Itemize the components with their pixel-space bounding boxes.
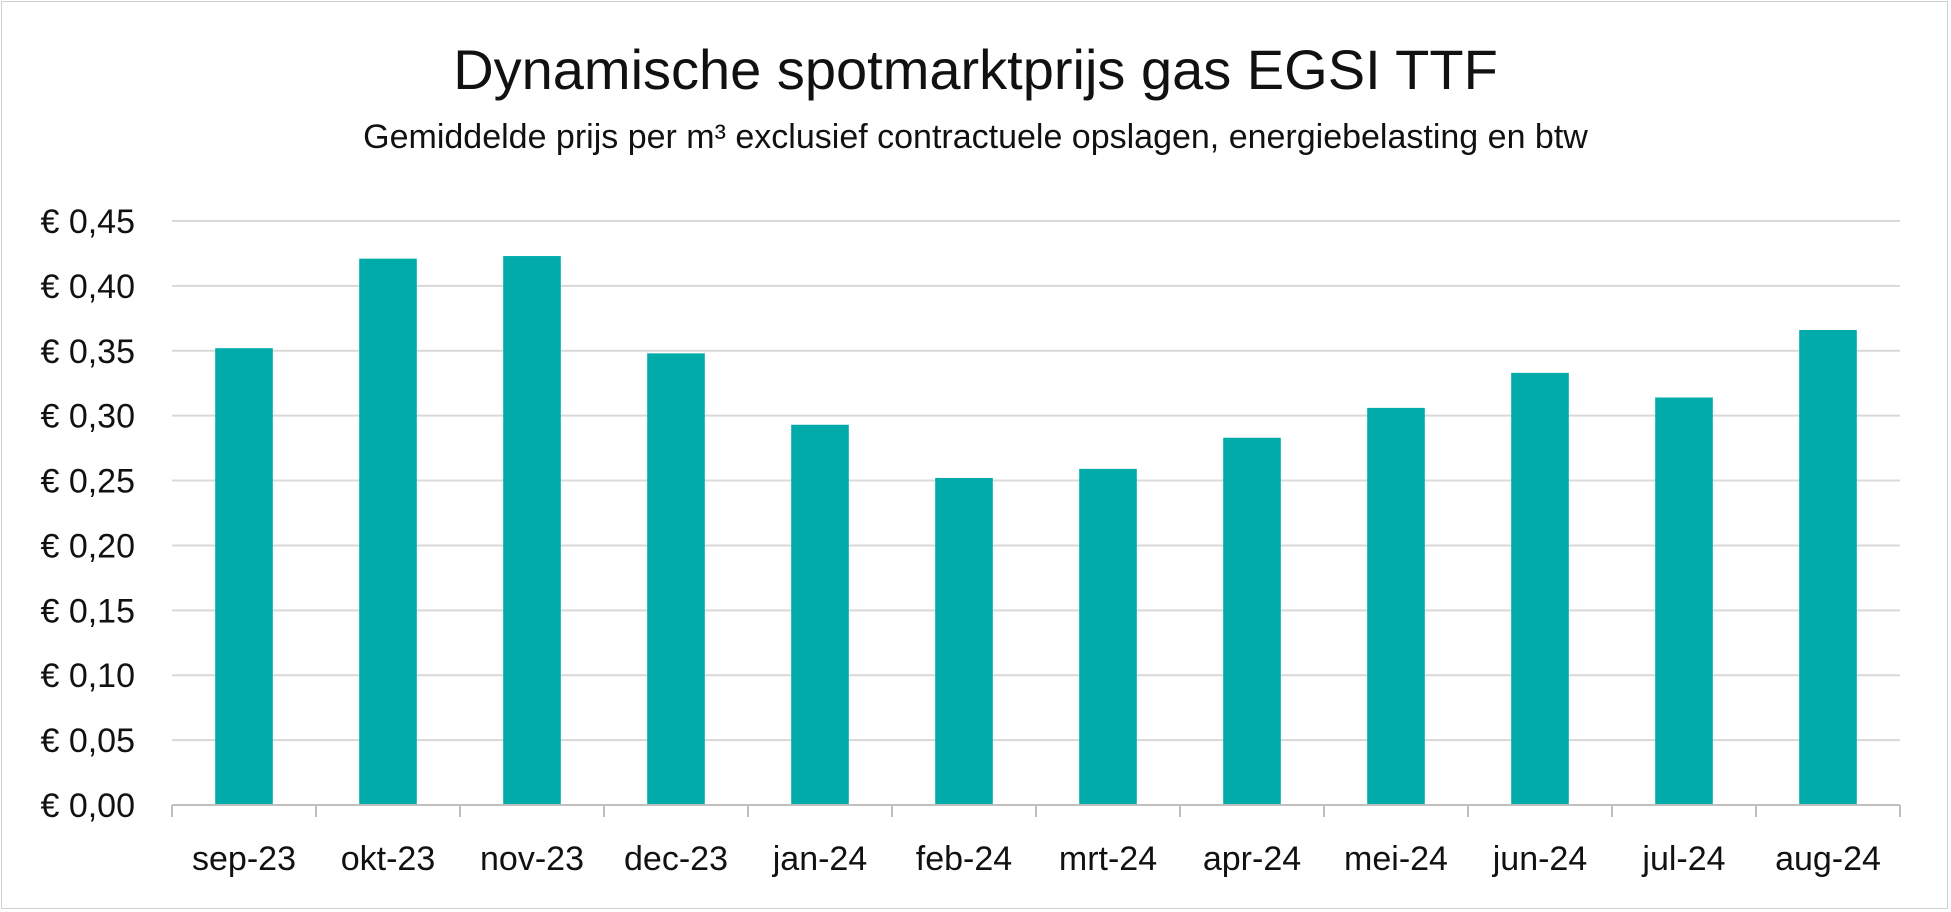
bar-sep-23 [215, 348, 273, 805]
y-tick-label: € 0,35 [40, 333, 135, 371]
bar-dec-23 [647, 353, 705, 805]
gridlines [172, 220, 1900, 742]
x-tick-label: jan-24 [772, 840, 868, 878]
x-tick-label: aug-24 [1775, 840, 1881, 878]
x-tick-label: dec-23 [624, 840, 728, 878]
y-tick-label: € 0,40 [40, 268, 135, 306]
chart-title: Dynamische spotmarktprijs gas EGSI TTF [453, 38, 1498, 101]
x-axis [171, 804, 1901, 817]
chart-subtitle: Gemiddelde prijs per m³ exclusief contra… [363, 118, 1588, 156]
x-tick-label: apr-24 [1203, 840, 1301, 878]
x-tick-label: nov-23 [480, 840, 584, 878]
bar-nov-23 [503, 256, 561, 805]
bar-apr-24 [1223, 437, 1281, 805]
bar-mei-24 [1367, 407, 1425, 805]
y-tick-label: € 0,30 [40, 398, 135, 436]
x-tick-label: mei-24 [1344, 840, 1448, 878]
bar-jan-24 [791, 424, 849, 805]
x-tick-label: feb-24 [916, 840, 1012, 878]
x-tick-label: jun-24 [1492, 840, 1588, 878]
y-tick-label: € 0,15 [40, 592, 135, 630]
x-tick-label: mrt-24 [1059, 840, 1157, 878]
bar-jun-24 [1511, 372, 1569, 805]
x-tick-label: okt-23 [341, 840, 436, 878]
y-tick-label: € 0,45 [40, 203, 135, 241]
y-tick-label: € 0,10 [40, 657, 135, 695]
x-tick-label: sep-23 [192, 840, 296, 878]
y-tick-label: € 0,25 [40, 463, 135, 501]
x-tick-label: jul-24 [1641, 840, 1725, 878]
y-tick-label: € 0,05 [40, 722, 135, 760]
x-axis-tick-labels: sep-23 okt-23 nov-23 dec-23 jan-24 feb-24 mrt-… [192, 840, 1881, 878]
bar-aug-24 [1799, 330, 1857, 805]
bars [215, 256, 1857, 805]
bar-feb-24 [935, 477, 993, 805]
y-tick-label: € 0,20 [40, 527, 135, 565]
bar-jul-24 [1655, 397, 1713, 805]
bar-mrt-24 [1079, 468, 1137, 805]
bar-okt-23 [359, 258, 417, 805]
y-axis-tick-labels: € 0,00 € 0,05 € 0,10 € 0,15 € 0,20 € 0,25 € 0,… [40, 203, 135, 825]
y-tick-label: € 0,00 [40, 787, 135, 825]
